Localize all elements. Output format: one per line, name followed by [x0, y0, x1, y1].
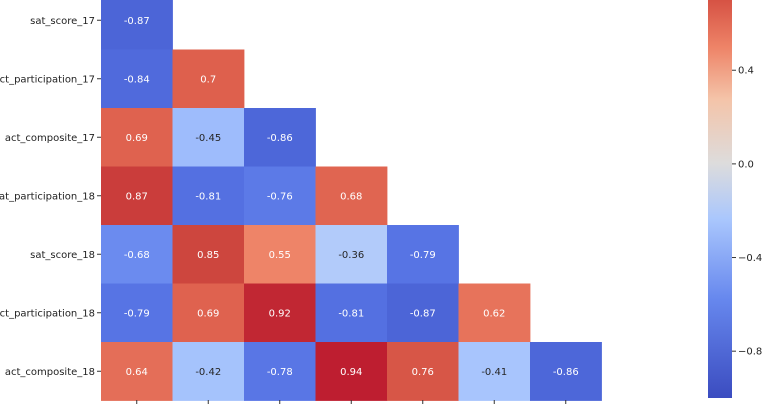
cell-value-label: 0.69 [197, 308, 219, 319]
heatmap-cell [315, 225, 388, 284]
cell-value-label: -0.87 [124, 16, 150, 27]
heatmap-cell [244, 225, 316, 284]
cell-value-label: -0.84 [124, 74, 150, 85]
cell-value-label: -0.42 [195, 367, 221, 378]
row-label: act_participation_18 [0, 308, 95, 319]
cell-value-label: -0.86 [553, 367, 579, 378]
heatmap-cell [530, 342, 602, 401]
cell-value-label: 0.64 [126, 367, 148, 378]
cell-value-label: 0.94 [340, 367, 362, 378]
heatmap-cell [101, 108, 173, 167]
cell-value-label: -0.36 [338, 250, 364, 261]
heatmap-cell [244, 283, 316, 343]
cell-value-label: -0.68 [124, 250, 150, 261]
colorbar-tick-label: 0.0 [738, 159, 754, 170]
heatmap-cell [172, 49, 245, 109]
heatmap-cell [387, 283, 459, 343]
cell-value-label: -0.79 [410, 250, 436, 261]
cell-value-label: -0.87 [410, 308, 436, 319]
cell-value-label: -0.76 [267, 191, 293, 202]
colorbar: 0.4 0.0 −0.4 −0.8 [708, 0, 762, 398]
heatmap-cell [315, 166, 388, 226]
colorbar-tick-label: 0.4 [738, 66, 754, 77]
heatmap-cell [244, 166, 316, 226]
heatmap-cell [101, 0, 173, 50]
row-label: act_participation_17 [0, 74, 95, 85]
cell-value-label: 0.87 [126, 191, 148, 202]
cell-value-label: 0.62 [483, 308, 505, 319]
heatmap-cell [244, 342, 316, 401]
colorbar-ticks: 0.4 0.0 −0.4 −0.8 [732, 66, 762, 358]
row-label: sat_participation_18 [0, 191, 95, 202]
row-label: sat_score_18 [30, 250, 95, 261]
row-label: sat_score_17 [30, 16, 95, 27]
cell-value-label: -0.86 [267, 133, 293, 144]
cell-value-label: 0.92 [269, 308, 291, 319]
heatmap-cell [172, 108, 245, 167]
heatmap-cells: -0.87 -0.84 0.7 0.69 -0.45 -0.86 0.87 -0.81 -0.7… [101, 0, 602, 401]
heatmap-cell [172, 166, 245, 226]
heatmap-cell [172, 225, 245, 284]
heatmap-cell [172, 283, 245, 343]
heatmap-cell [315, 283, 388, 343]
heatmap-cell [458, 283, 531, 343]
heatmap-cell [244, 108, 316, 167]
colorbar-tick-label: −0.8 [738, 347, 762, 358]
cell-value-label: -0.78 [267, 367, 293, 378]
heatmap-cell [101, 342, 173, 401]
row-labels: sat_score_17 act_participation_17 act_comp… [0, 16, 101, 378]
heatmap-cell [387, 342, 459, 401]
cell-value-label: -0.79 [124, 308, 150, 319]
cell-value-label: 0.76 [412, 367, 434, 378]
cell-value-label: -0.81 [338, 308, 364, 319]
cell-value-label: 0.7 [200, 74, 216, 85]
cell-value-label: 0.68 [340, 191, 362, 202]
cell-value-label: -0.41 [481, 367, 507, 378]
heatmap-cell [101, 49, 173, 109]
cell-value-label: -0.45 [195, 133, 221, 144]
x-axis-ticks [136, 400, 567, 404]
heatmap-cell [101, 166, 173, 226]
heatmap-cell [101, 225, 173, 284]
colorbar-tick-label: −0.4 [738, 253, 762, 264]
cell-value-label: 0.69 [126, 133, 148, 144]
row-label: act_composite_18 [5, 367, 95, 378]
heatmap-cell [315, 342, 388, 401]
colorbar-gradient [708, 0, 732, 398]
cell-value-label: -0.81 [195, 191, 221, 202]
cell-value-label: 0.55 [269, 250, 291, 261]
heatmap-cell [172, 342, 245, 401]
heatmap-cell [458, 342, 531, 401]
heatmap-cell [387, 225, 459, 284]
row-label: act_composite_17 [5, 133, 95, 144]
cell-value-label: 0.85 [197, 250, 219, 261]
heatmap-cell [101, 283, 173, 343]
